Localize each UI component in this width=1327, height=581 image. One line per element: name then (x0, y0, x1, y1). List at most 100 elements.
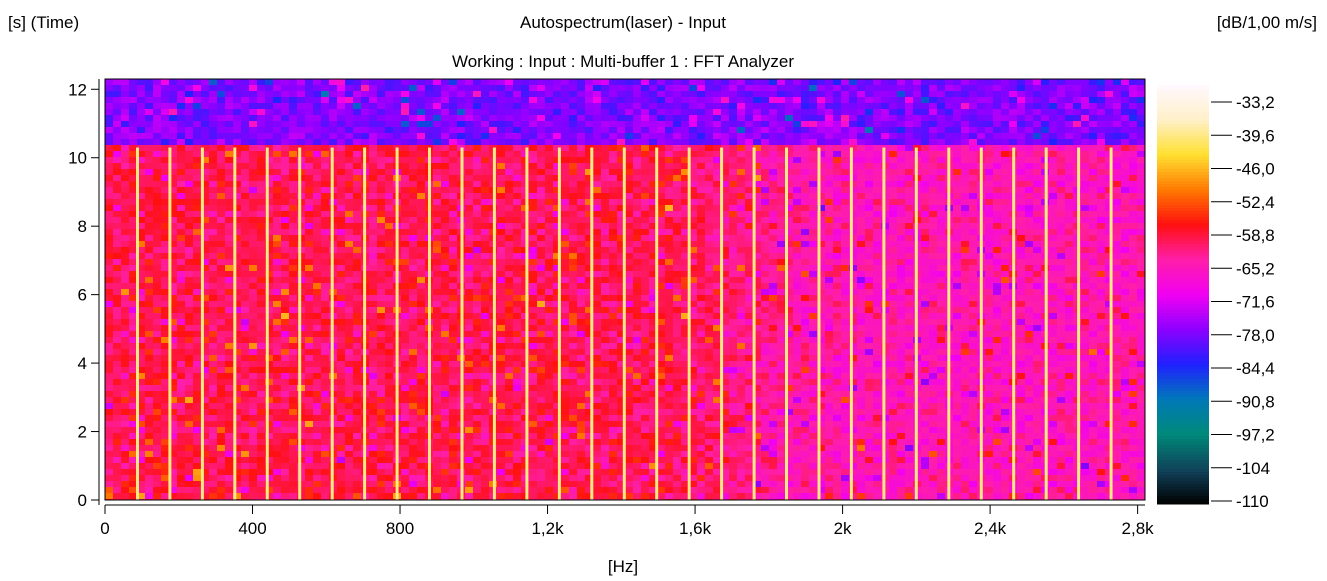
heatmap-cell (217, 163, 225, 169)
heatmap-cell (417, 205, 425, 211)
heatmap-cell (777, 133, 785, 139)
heatmap-cell (1073, 145, 1081, 151)
heatmap-cell (809, 241, 817, 247)
heatmap-cell (201, 193, 209, 199)
heatmap-cell (681, 133, 689, 139)
heatmap-cell (105, 169, 113, 175)
heatmap-cell (433, 85, 441, 91)
heatmap-cell (193, 91, 201, 97)
heatmap-cell (441, 109, 449, 115)
heatmap-cell (889, 301, 897, 307)
heatmap-cell (713, 169, 721, 175)
heatmap-cell (1017, 79, 1025, 85)
heatmap-cell (889, 295, 897, 301)
heatmap-cell (1081, 253, 1089, 259)
heatmap-cell (937, 187, 945, 193)
heatmap-cell (577, 157, 585, 163)
heatmap-cell (825, 145, 833, 151)
heatmap-cell (225, 109, 233, 115)
heatmap-cell (929, 301, 937, 307)
heatmap-cell (777, 157, 785, 163)
heatmap-cell (769, 199, 777, 205)
heatmap-cell (305, 169, 313, 175)
heatmap-cell (201, 265, 209, 271)
heatmap-cell (905, 277, 913, 283)
heatmap-cell (233, 241, 241, 247)
heatmap-cell (905, 181, 913, 187)
heatmap-cell (833, 115, 841, 121)
heatmap-cell (289, 175, 297, 181)
heatmap-cell (321, 115, 329, 121)
heatmap-cell (745, 301, 753, 307)
heatmap-cell (353, 205, 361, 211)
heatmap-cell (409, 151, 417, 157)
heatmap-cell (441, 229, 449, 235)
heatmap-cell (953, 187, 961, 193)
heatmap-cell (201, 103, 209, 109)
heatmap-cell (729, 139, 737, 145)
heatmap-cell (353, 199, 361, 205)
heatmap-cell (825, 277, 833, 283)
heatmap-cell (177, 97, 185, 103)
heatmap-cell (857, 157, 865, 163)
heatmap-cell (681, 283, 689, 289)
heatmap-cell (969, 241, 977, 247)
heatmap-cell (841, 241, 849, 247)
heatmap-cell (993, 223, 1001, 229)
heatmap-cell (1137, 181, 1145, 187)
heatmap-cell (937, 217, 945, 223)
heatmap-cell (785, 91, 793, 97)
heatmap-cell (841, 145, 849, 151)
heatmap-cell (1089, 211, 1097, 217)
heatmap-cell (169, 205, 177, 211)
heatmap-cell (385, 145, 393, 151)
heatmap-cell (825, 139, 833, 145)
heatmap-cell (809, 217, 817, 223)
heatmap-cell (801, 157, 809, 163)
heatmap-cell (473, 85, 481, 91)
heatmap-cell (233, 223, 241, 229)
heatmap-cell (649, 133, 657, 139)
heatmap-cell (553, 79, 561, 85)
heatmap-cell (569, 127, 577, 133)
heatmap-cell (353, 301, 361, 307)
heatmap-cell (385, 271, 393, 277)
heatmap-cell (161, 193, 169, 199)
heatmap-cell (209, 85, 217, 91)
heatmap-cell (313, 307, 321, 313)
heatmap-cell (585, 217, 593, 223)
heatmap-cell (561, 265, 569, 271)
heatmap-cell (217, 175, 225, 181)
heatmap-cell (841, 163, 849, 169)
heatmap-cell (249, 187, 257, 193)
heatmap-cell (1017, 223, 1025, 229)
heatmap-cell (601, 97, 609, 103)
heatmap-cell (441, 121, 449, 127)
heatmap-cell (713, 247, 721, 253)
heatmap-cell (193, 217, 201, 223)
heatmap-cell (569, 277, 577, 283)
heatmap-cell (209, 205, 217, 211)
heatmap-cell (305, 85, 313, 91)
heatmap-cell (121, 277, 129, 283)
heatmap-cell (593, 151, 601, 157)
heatmap-cell (945, 115, 953, 121)
heatmap-cell (513, 259, 521, 265)
heatmap-cell (513, 265, 521, 271)
heatmap-cell (169, 265, 177, 271)
heatmap-cell (793, 151, 801, 157)
heatmap-cell (1129, 283, 1137, 289)
heatmap-cell (505, 85, 513, 91)
heatmap-cell (1049, 169, 1057, 175)
heatmap-cell (233, 277, 241, 283)
heatmap-cell (809, 259, 817, 265)
heatmap-cell (641, 265, 649, 271)
heatmap-cell (737, 181, 745, 187)
heatmap-cell (953, 223, 961, 229)
heatmap-cell (241, 127, 249, 133)
heatmap-cell (1089, 97, 1097, 103)
heatmap-cell (769, 265, 777, 271)
heatmap-cell (441, 241, 449, 247)
heatmap-cell (401, 127, 409, 133)
heatmap-cell (809, 79, 817, 85)
